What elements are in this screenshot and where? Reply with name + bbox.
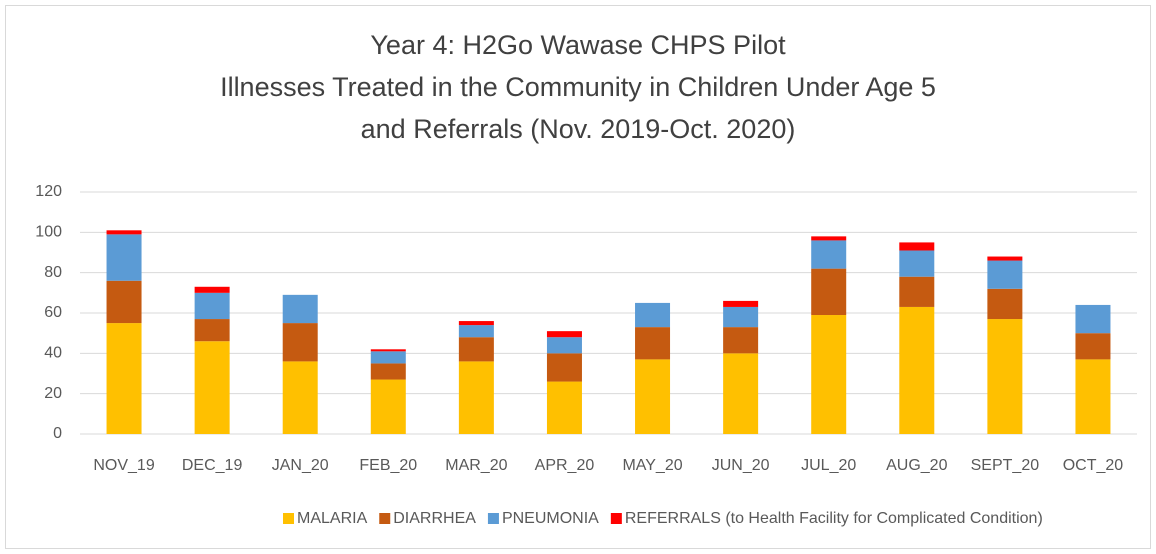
bar-segment (811, 240, 847, 269)
bar-segment (546, 353, 582, 382)
y-tick-label: 120 (35, 183, 62, 200)
legend-swatch (487, 513, 499, 524)
bar-segment (1075, 333, 1111, 360)
bar-segment (635, 302, 671, 328)
legend-label: REFERRALS (to Health Facility for Compli… (625, 510, 1043, 527)
bar-segment (987, 319, 1023, 434)
x-tick-label: JUN_20 (712, 457, 770, 474)
y-tick-label: 60 (44, 304, 62, 321)
legend-swatch (379, 513, 391, 524)
legend-label: PNEUMONIA (502, 510, 599, 527)
bar-segment (1075, 359, 1111, 434)
bar-segment (370, 379, 406, 434)
x-tick-label: MAR_20 (445, 457, 507, 474)
bar-segment (723, 300, 759, 307)
bar-segment (987, 256, 1023, 261)
bar-segment (899, 250, 935, 277)
bar-segment (370, 351, 406, 364)
bar-segment (282, 294, 318, 324)
bar-segment (811, 315, 847, 434)
bar-segment (106, 230, 142, 235)
bar-segment (723, 306, 759, 328)
y-tick-label: 40 (44, 345, 62, 362)
bar-segment (811, 236, 847, 241)
bar-segment (723, 327, 759, 354)
bar-segment (106, 234, 142, 281)
chart-title: Year 4: H2Go Wawase CHPS Pilot (370, 30, 786, 60)
bar-segment (546, 331, 582, 338)
x-tick-label: JAN_20 (272, 457, 329, 474)
legend-label: DIARRHEA (393, 510, 476, 527)
bar-segment (899, 276, 935, 307)
bar-segment (282, 361, 318, 434)
legend-label: MALARIA (297, 510, 368, 527)
x-tick-label: OCT_20 (1063, 457, 1124, 474)
bar-segment (106, 280, 142, 324)
bar-segment (194, 286, 230, 293)
chart-title: and Referrals (Nov. 2019-Oct. 2020) (361, 114, 796, 144)
y-tick-label: 0 (53, 425, 62, 442)
x-tick-label: FEB_20 (359, 457, 417, 474)
bar-segment (811, 268, 847, 316)
bar-segment (635, 359, 671, 434)
y-tick-label: 100 (35, 224, 62, 241)
bar-segment (987, 260, 1023, 289)
bar-segment (106, 323, 142, 434)
bar-segment (723, 353, 759, 434)
bar-segment (370, 349, 406, 352)
bar-segment (458, 361, 494, 434)
bar-segment (635, 327, 671, 360)
bar-segment (194, 341, 230, 434)
chart-border (5, 5, 1151, 549)
bar-segment (194, 292, 230, 320)
y-tick-label: 80 (44, 264, 62, 281)
x-tick-label: NOV_19 (93, 457, 154, 474)
bar-segment (194, 319, 230, 342)
bar-segment (987, 288, 1023, 320)
x-tick-label: AUG_20 (886, 457, 947, 474)
bar-segment (282, 323, 318, 362)
bar-segment (458, 337, 494, 362)
legend-swatch (610, 513, 622, 524)
x-tick-label: DEC_19 (182, 457, 243, 474)
chart-title: Illnesses Treated in the Community in Ch… (220, 72, 936, 102)
x-tick-label: SEPT_20 (971, 457, 1040, 474)
bar-segment (370, 363, 406, 380)
legend-swatch (283, 513, 294, 524)
y-tick-label: 20 (44, 385, 62, 402)
x-tick-label: APR_20 (535, 457, 595, 474)
x-tick-label: MAY_20 (622, 457, 682, 474)
bar-segment (458, 321, 494, 326)
bar-segment (546, 381, 582, 434)
bar-segment (899, 242, 935, 251)
bar-segment (458, 325, 494, 338)
bar-segment (1075, 304, 1111, 334)
x-tick-label: JUL_20 (801, 457, 856, 474)
bar-segment (546, 337, 582, 354)
bar-segment (899, 306, 935, 434)
